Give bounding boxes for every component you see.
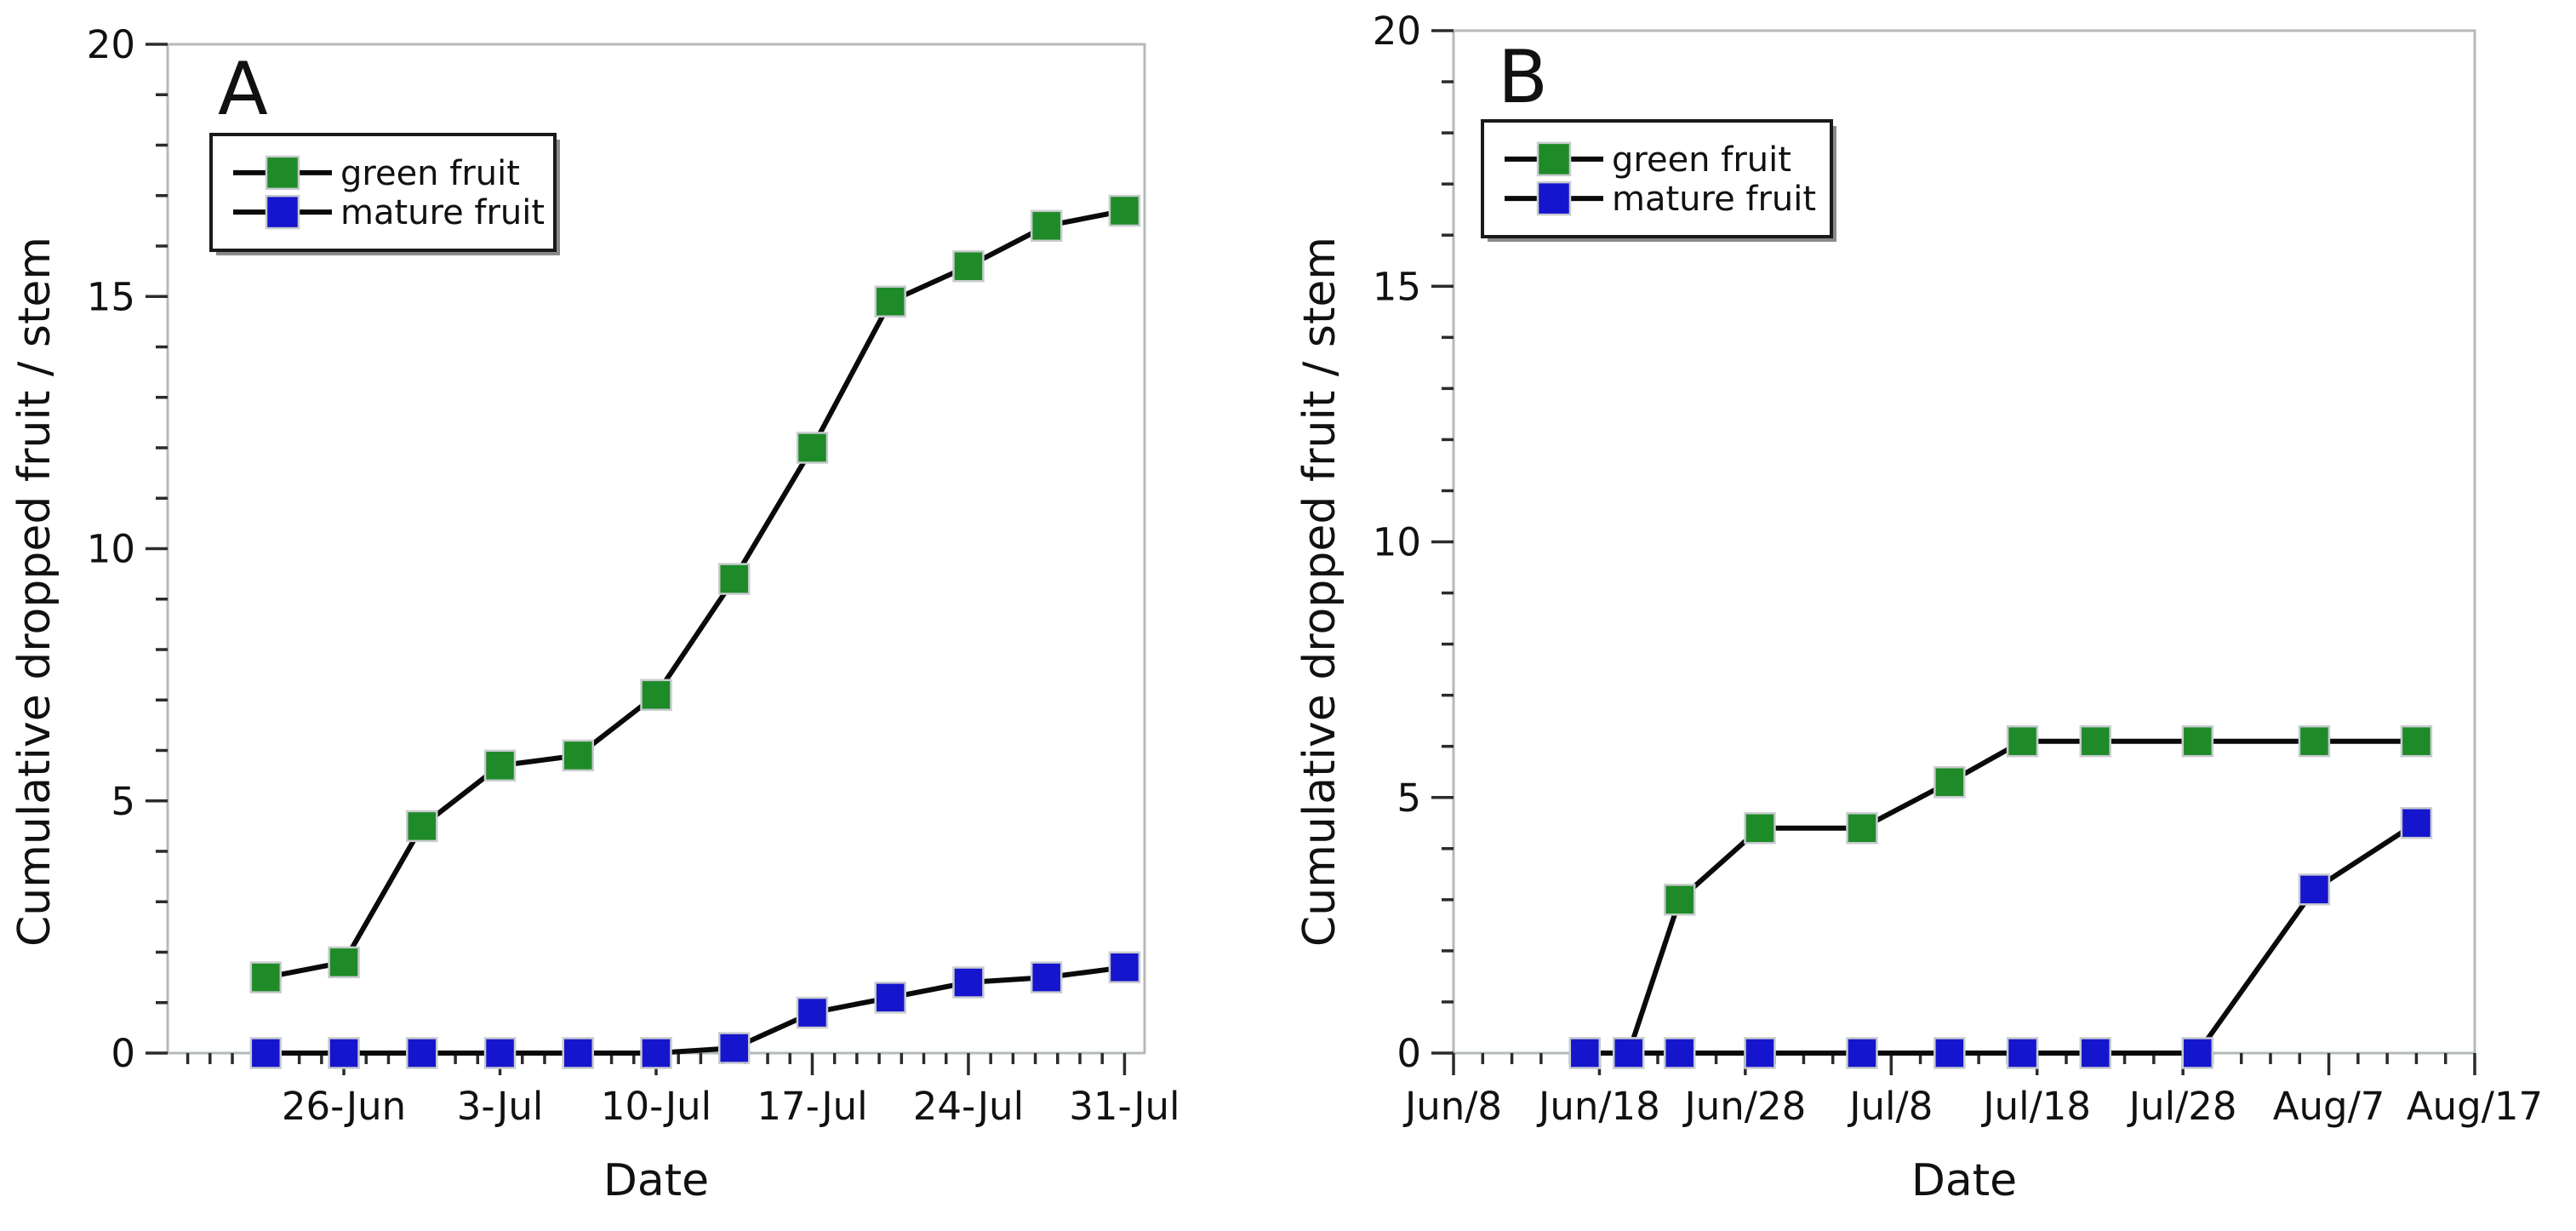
x-tick-label: Jul/8 [1847,1084,1933,1129]
x-tick-label: 31-Jul [1069,1084,1179,1129]
data-point-marker [2006,1037,2039,1069]
data-point-marker [562,739,595,772]
legend-swatch-marker [265,194,300,230]
x-tick-label: Jun/8 [1402,1084,1502,1129]
data-point-marker [796,432,829,464]
y-tick-label: 20 [87,22,135,67]
data-point-marker [874,982,906,1014]
x-tick-label: Jul/18 [1980,1084,2091,1129]
y-tick-label: 15 [1373,264,1421,309]
data-point-marker [328,1037,360,1069]
legend-item-label: mature fruit [340,193,545,232]
data-point-marker [249,1037,283,1069]
y-tick-label: 0 [111,1031,135,1076]
data-point-marker [874,285,906,318]
data-point-marker [2181,724,2214,758]
y-tick-label: 15 [87,274,135,319]
data-point-marker [717,563,751,595]
y-axis-title: Cumulative dropped fruit / stem [9,237,60,947]
x-tick-label: 24-Jul [913,1084,1024,1129]
data-point-marker [1108,194,1141,227]
series-line [1585,821,2419,1056]
data-point-marker [483,1037,517,1069]
data-point-marker [1663,884,1696,916]
legend-swatch-marker [1536,141,1572,177]
y-tick-label: 10 [87,527,135,572]
x-tick-label: 3-Jul [457,1084,544,1129]
legend-item-label: green fruit [1612,140,1791,180]
x-tick-label: 17-Jul [757,1084,867,1129]
x-tick-label: Jun/28 [1682,1084,1806,1129]
series-mature-fruit [1568,807,2433,1069]
legend-swatch-marker [265,155,300,191]
data-point-marker [1108,951,1141,984]
series-line [266,965,1125,1056]
data-point-marker [1933,765,1966,799]
data-point-marker [2006,724,2039,758]
x-tick-label: Aug/7 [2273,1084,2385,1129]
data-point-marker [483,749,517,782]
data-point-marker [640,1037,672,1069]
x-axis-title: Date [603,1155,709,1206]
legend-item-label: mature fruit [1612,180,1816,219]
data-point-marker [249,961,283,993]
data-point-marker [952,249,985,283]
series-mature-fruit [249,951,1141,1069]
data-point-marker [640,678,672,712]
y-tick-label: 20 [1373,9,1421,54]
legend-box [209,133,557,252]
legend-item-label: green fruit [340,154,520,193]
x-tick-label: 10-Jul [601,1084,711,1129]
y-tick-label: 10 [1373,520,1421,565]
data-point-marker [1846,812,1878,845]
data-point-marker [2400,807,2433,839]
data-point-marker [1933,1037,1966,1069]
data-point-marker [2181,1037,2214,1069]
data-point-marker [1568,1037,1602,1069]
x-tick-label: Jul/28 [2127,1084,2237,1129]
data-point-marker [562,1037,595,1069]
y-axis-title: Cumulative dropped fruit / stem [1294,237,1345,947]
legend-box [1481,119,1833,238]
data-point-marker [1744,1037,1776,1069]
data-point-marker [2079,1037,2112,1069]
y-tick-label: 5 [1397,776,1421,821]
data-point-marker [328,946,360,979]
data-point-marker [2400,724,2433,758]
x-axis-title: Date [1911,1155,2017,1206]
panel-letter: A [218,47,268,132]
panel-B: 0 5 10 15 20 Jun/8 Jun/18 Jun/28 Jul/8 Jul/18 Jul/… [1294,9,2543,1206]
panel-A: 0 5 10 15 20 26-Jun 3-Jul 10-Jul 17-Jul 24-Jul 31-… [9,22,1180,1206]
data-point-marker [1846,1037,1878,1069]
series-green-fruit [249,194,1141,993]
y-tick-label: 0 [1397,1031,1421,1076]
data-point-marker [2298,873,2331,906]
x-tick-label: 26-Jun [282,1084,406,1129]
data-point-marker [796,996,829,1029]
x-tick-label: Jun/18 [1536,1084,1660,1129]
legend-swatch-marker [1536,180,1572,216]
series-line [1585,738,2417,1056]
data-point-marker [1663,1037,1696,1069]
data-point-marker [1612,1037,1645,1069]
data-point-marker [1030,209,1063,243]
data-point-marker [717,1032,751,1064]
data-point-marker [406,1037,438,1069]
data-point-marker [2298,724,2331,758]
x-tick-label: Aug/17 [2407,1084,2543,1129]
data-point-marker [406,810,438,843]
data-point-marker [952,966,985,999]
data-point-marker [2079,724,2112,758]
y-tick-label: 5 [111,779,135,824]
data-point-marker [1030,961,1063,993]
panel-letter: B [1498,35,1548,120]
data-point-marker [1744,812,1776,845]
series-line [265,208,1125,981]
